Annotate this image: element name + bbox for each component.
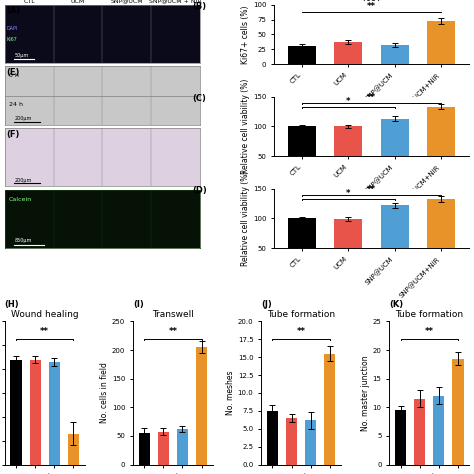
Text: (B): (B) xyxy=(192,2,206,11)
Bar xyxy=(428,107,456,186)
Text: **: ** xyxy=(425,327,434,336)
Text: (A): (A) xyxy=(7,7,21,16)
Bar xyxy=(428,199,456,278)
Bar xyxy=(335,219,363,278)
Bar xyxy=(433,396,445,465)
Bar xyxy=(288,46,316,64)
Text: **: ** xyxy=(367,185,376,194)
Text: 50μm: 50μm xyxy=(15,53,29,58)
Text: 200μm: 200μm xyxy=(15,178,32,182)
Bar xyxy=(267,411,278,465)
Text: SNP@UCM + NIR: SNP@UCM + NIR xyxy=(149,0,202,4)
Text: **: ** xyxy=(367,2,376,11)
Bar xyxy=(138,433,150,465)
Text: (F): (F) xyxy=(7,130,20,139)
Bar xyxy=(428,21,456,64)
Title: Tube formation: Tube formation xyxy=(267,310,335,319)
Text: (D): (D) xyxy=(192,186,207,195)
Text: (I): (I) xyxy=(133,300,144,309)
Bar xyxy=(288,219,316,278)
Y-axis label: Relative cell viability (%): Relative cell viability (%) xyxy=(241,171,250,266)
Text: *: * xyxy=(346,97,351,106)
Text: DAPI: DAPI xyxy=(7,26,18,30)
Text: CTL: CTL xyxy=(23,0,35,4)
Text: 24 h: 24 h xyxy=(9,102,23,107)
Bar xyxy=(381,205,409,278)
Bar xyxy=(335,42,363,64)
Title: Tube formation: Tube formation xyxy=(395,310,463,319)
Text: **: ** xyxy=(40,327,49,336)
Text: 0 h: 0 h xyxy=(9,73,18,78)
Text: **: ** xyxy=(168,327,177,336)
Text: 200μm: 200μm xyxy=(15,116,32,121)
Bar xyxy=(49,362,60,465)
Bar xyxy=(196,347,207,465)
Y-axis label: Relative cell viability (%): Relative cell viability (%) xyxy=(241,79,250,174)
Text: Ki67: Ki67 xyxy=(7,37,18,42)
Text: (C): (C) xyxy=(192,94,206,103)
Bar xyxy=(414,399,425,465)
Bar xyxy=(68,434,79,465)
Bar xyxy=(381,118,409,186)
Text: Calcein: Calcein xyxy=(9,197,32,202)
Title: Wound healing: Wound healing xyxy=(11,310,79,319)
Text: 850μm: 850μm xyxy=(15,238,32,243)
Text: *: * xyxy=(346,189,351,198)
Bar xyxy=(158,432,169,465)
Text: (G): (G) xyxy=(7,191,21,201)
Text: (J): (J) xyxy=(261,300,272,309)
Title: Transwell: Transwell xyxy=(152,310,194,319)
Bar xyxy=(29,360,41,465)
Bar xyxy=(324,354,336,465)
Title: Ki67: Ki67 xyxy=(362,0,382,2)
Text: (H): (H) xyxy=(5,300,19,309)
Bar xyxy=(286,418,297,465)
Text: (E): (E) xyxy=(7,68,20,77)
Bar xyxy=(381,45,409,64)
Bar xyxy=(395,410,406,465)
Bar xyxy=(10,360,22,465)
Text: **: ** xyxy=(367,93,376,102)
Bar xyxy=(335,127,363,186)
Y-axis label: No. cells in field: No. cells in field xyxy=(100,363,109,423)
Bar xyxy=(305,420,316,465)
Y-axis label: Ki67+ cells (%): Ki67+ cells (%) xyxy=(241,5,250,64)
Text: (K): (K) xyxy=(389,300,403,309)
Text: **: ** xyxy=(297,327,306,336)
Y-axis label: No. master junction: No. master junction xyxy=(361,355,370,431)
Y-axis label: No. meshes: No. meshes xyxy=(226,371,235,415)
Bar xyxy=(452,359,464,465)
Text: SNP@UCM: SNP@UCM xyxy=(110,0,143,4)
Bar xyxy=(288,127,316,186)
Text: UCM: UCM xyxy=(71,0,85,4)
Bar xyxy=(177,429,188,465)
